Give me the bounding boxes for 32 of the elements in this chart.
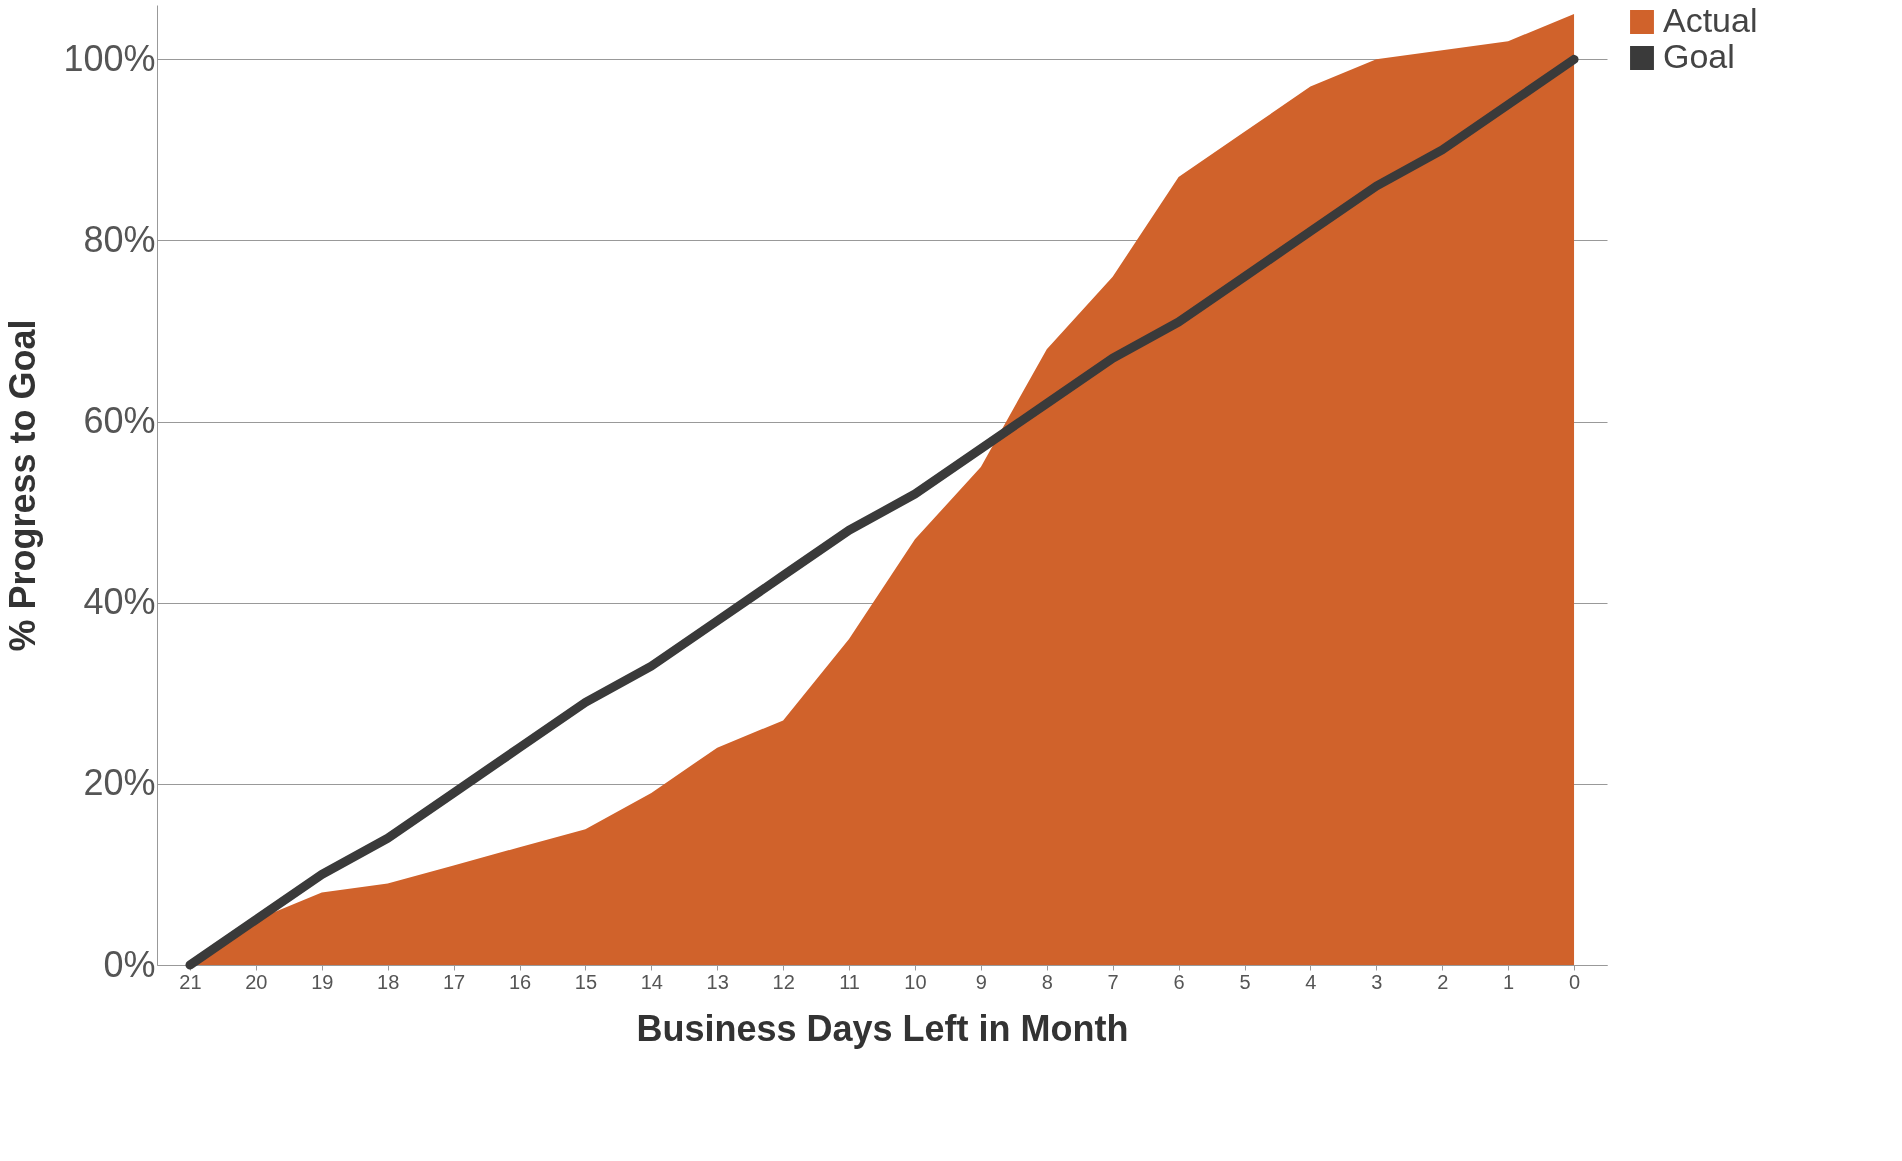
y-tick-label: 80%	[83, 218, 156, 260]
x-tick-label: 11	[839, 970, 860, 993]
x-tick-label: 2	[1437, 970, 1449, 993]
x-tick-label: 18	[377, 970, 400, 993]
x-tick-label: 4	[1305, 970, 1317, 993]
y-tick-label: 100%	[63, 37, 156, 79]
y-axis-title: % Progress to Goal	[2, 319, 44, 652]
y-tick-label: 0%	[103, 943, 156, 985]
x-tick-label: 16	[508, 970, 532, 993]
x-tick-label: 7	[1107, 970, 1119, 993]
x-tick-label: 10	[904, 970, 927, 993]
x-tick-label: 9	[975, 970, 987, 993]
x-tick-label: 6	[1173, 970, 1185, 993]
x-tick-label: 13	[706, 970, 729, 993]
x-tick-label: 17	[442, 970, 466, 993]
x-tick-label: 3	[1371, 970, 1383, 993]
x-tick-label: 15	[574, 970, 598, 993]
legend-label: Goal	[1663, 37, 1735, 75]
x-tick-label: 1	[1503, 970, 1515, 993]
x-axis-title: Business Days Left in Month	[636, 1007, 1129, 1049]
y-tick-label: 60%	[83, 400, 156, 442]
x-tick-label: 21	[179, 970, 202, 993]
x-tick-label: 8	[1041, 970, 1053, 993]
x-tick-label: 20	[245, 970, 268, 993]
x-tick-label: 5	[1239, 970, 1251, 993]
x-tick-label: 0	[1568, 970, 1581, 993]
x-tick-label: 14	[640, 970, 663, 993]
y-tick-label: 40%	[83, 581, 156, 623]
legend-label: Actual	[1663, 1, 1758, 39]
y-tick-label: 20%	[83, 762, 156, 804]
x-tick-label: 19	[311, 970, 334, 993]
x-tick-label: 12	[772, 970, 795, 993]
